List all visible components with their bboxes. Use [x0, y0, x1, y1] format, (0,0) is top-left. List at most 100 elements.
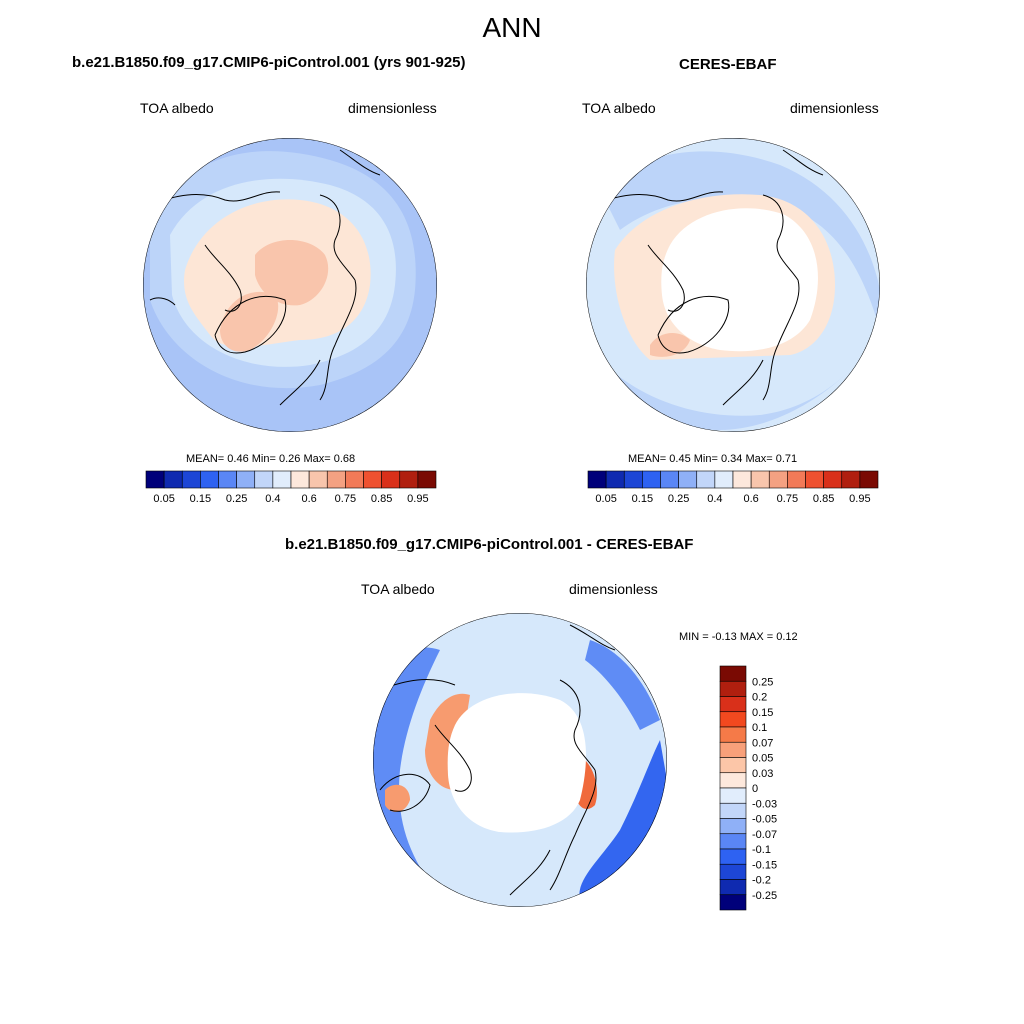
colorbar-tick-label: 0.2 — [752, 692, 767, 704]
colorbar-tick-label: 0.05 — [752, 753, 773, 765]
max-value: 0.12 — [776, 631, 798, 643]
min-label: Min= — [693, 453, 718, 465]
max-value: 0.71 — [775, 453, 798, 465]
colorbar-swatch — [859, 470, 879, 489]
max-label: Max= — [303, 453, 331, 465]
min-value: 0.26 — [278, 453, 301, 465]
panel-1-stats: MEAN= 0.46 Min= 0.26 Max= 0.68 — [186, 453, 355, 465]
colorbar-swatch — [719, 802, 747, 819]
panel-3-variable: TOA albedo — [361, 581, 435, 597]
colorbar-tick-label: 0.25 — [668, 493, 689, 505]
colorbar-swatch — [719, 848, 747, 865]
panel-2-map — [586, 138, 880, 432]
colorbar-tick-label: 0.05 — [153, 493, 174, 505]
colorbar-tick-label: 0.75 — [335, 493, 356, 505]
colorbar-swatch — [587, 470, 607, 489]
min-label: MIN = — [679, 631, 709, 643]
colorbar-tick-label: 0.4 — [707, 493, 722, 505]
map-greenland-albedo — [650, 333, 690, 357]
colorbar-swatch — [236, 470, 256, 489]
colorbar-swatch — [678, 470, 698, 489]
colorbar-swatch — [218, 470, 237, 489]
map-masked-region — [661, 208, 818, 352]
colorbar-tick-label: 0.05 — [595, 493, 616, 505]
colorbar-tick-label: -0.15 — [752, 859, 777, 871]
colorbar-tick-label: 0.85 — [371, 493, 392, 505]
panel-1-variable: TOA albedo — [140, 100, 214, 116]
colorbar-swatch — [363, 470, 382, 489]
panel-1-title: b.e21.B1850.f09_g17.CMIP6-piControl.001 … — [72, 54, 466, 71]
colorbar-swatch — [623, 470, 643, 489]
colorbar-tick-label: -0.05 — [752, 814, 777, 826]
colorbar-tick-label: 0.15 — [632, 493, 653, 505]
panel-3-map — [373, 613, 667, 907]
colorbar-tick-label: 0.95 — [407, 493, 428, 505]
colorbar-tick-label: 0.4 — [265, 493, 280, 505]
diff-negative-ne — [585, 640, 660, 730]
colorbar-swatch — [719, 665, 747, 682]
colorbar-tick-label: 0.03 — [752, 768, 773, 780]
colorbar-swatch — [719, 741, 747, 758]
mean-label: MEAN= — [628, 453, 667, 465]
colorbar-swatch — [841, 470, 861, 489]
colorbar-swatch — [290, 470, 310, 489]
panel-2-title: CERES-EBAF — [679, 56, 777, 73]
panel-3-stats: MIN = -0.13 MAX = 0.12 — [679, 631, 798, 643]
colorbar-swatch — [787, 470, 806, 489]
colorbar-swatch — [719, 726, 747, 743]
diff-negative-east — [579, 740, 667, 900]
colorbar-swatch — [719, 711, 747, 728]
panel-3-title: b.e21.B1850.f09_g17.CMIP6-piControl.001 … — [285, 536, 694, 553]
colorbar-swatch — [732, 470, 752, 489]
colorbar-panel-2: 0.05 0.15 0.25 0.4 0.6 0.75 0.85 0.95 — [587, 470, 879, 505]
min-value: 0.34 — [720, 453, 743, 465]
colorbar-tick-label: 0.6 — [743, 493, 758, 505]
colorbar-swatch — [714, 470, 734, 489]
colorbar-tick-label: 0 — [752, 783, 758, 795]
colorbar-tick-label: -0.03 — [752, 798, 777, 810]
colorbar-tick-label: -0.25 — [752, 890, 777, 902]
figure-title: ANN — [482, 12, 542, 43]
colorbar-tick-label: 0.25 — [752, 676, 773, 688]
colorbar-swatch — [200, 470, 219, 489]
colorbar-swatch — [719, 680, 747, 697]
colorbar-swatch — [308, 470, 328, 489]
colorbar-swatch — [660, 470, 679, 489]
colorbar-swatch — [605, 470, 625, 489]
colorbar-swatch — [719, 833, 747, 850]
colorbar-tick-label: 0.15 — [190, 493, 211, 505]
diff-positive-west — [385, 784, 410, 812]
min-value: -0.13 — [711, 631, 737, 643]
colorbar-swatch — [768, 470, 788, 489]
colorbar-swatch — [345, 470, 364, 489]
max-label: MAX = — [739, 631, 774, 643]
panel-3-units: dimensionless — [569, 581, 658, 597]
colorbar-swatch — [272, 470, 292, 489]
colorbar-tick-label: 0.75 — [777, 493, 798, 505]
coastlines — [379, 624, 616, 896]
map-greenland-albedo — [220, 291, 279, 352]
colorbar-swatch — [254, 470, 274, 489]
map-high-albedo — [255, 240, 329, 306]
colorbar-swatch — [719, 772, 747, 789]
max-value: 0.68 — [333, 453, 356, 465]
colorbar-tick-label: 0.15 — [752, 707, 773, 719]
mean-value: 0.46 — [227, 453, 249, 465]
colorbar-swatch — [719, 818, 747, 835]
colorbar-swatch — [417, 470, 437, 489]
panel-2-variable: TOA albedo — [582, 100, 656, 116]
colorbar-swatch — [381, 470, 401, 489]
colorbar-swatch — [163, 470, 183, 489]
mean-label: MEAN= — [186, 453, 225, 465]
map-ocean-band — [600, 151, 880, 330]
colorbar-tick-label: -0.1 — [752, 844, 771, 856]
colorbar-tick-label: 0.1 — [752, 722, 767, 734]
colorbar-tick-label: 0.95 — [849, 493, 870, 505]
colorbar-tick-label: -0.2 — [752, 875, 771, 887]
colorbar-swatch — [719, 787, 747, 804]
colorbar-swatch — [399, 470, 419, 489]
colorbar-swatch — [181, 470, 201, 489]
colorbar-tick-label: 0.25 — [226, 493, 247, 505]
coastlines — [149, 149, 381, 406]
